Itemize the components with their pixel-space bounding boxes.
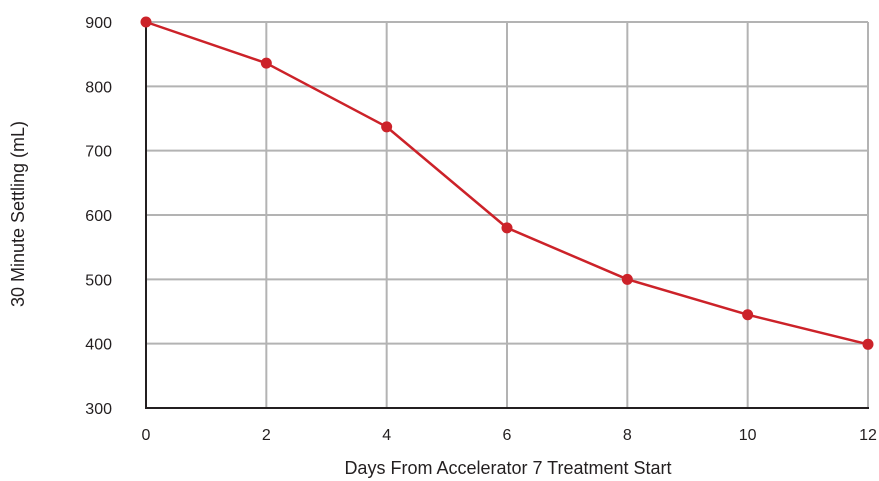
- x-tick-label: 4: [382, 427, 391, 444]
- y-tick-label: 900: [85, 15, 112, 32]
- grid: [145, 21, 869, 409]
- series: [140, 16, 874, 350]
- data-point: [140, 16, 152, 28]
- data-point: [742, 309, 754, 321]
- x-tick-label: 8: [623, 427, 632, 444]
- data-point: [862, 338, 874, 350]
- x-tick-label: 2: [262, 427, 271, 444]
- data-point: [381, 121, 393, 133]
- y-tick-label: 300: [85, 401, 112, 418]
- y-tick-label: 700: [85, 144, 112, 161]
- y-tick-label: 800: [85, 79, 112, 96]
- y-axis-title: 30 Minute Settling (mL): [8, 121, 28, 307]
- y-tick-labels: 300 400 500 600 700 800 900: [85, 15, 112, 418]
- x-axis-title: Days From Accelerator 7 Treatment Start: [344, 458, 671, 478]
- y-tick-label: 400: [85, 337, 112, 354]
- x-tick-label: 0: [142, 427, 151, 444]
- axes: [145, 22, 869, 409]
- data-point: [260, 57, 272, 69]
- x-tick-label: 12: [859, 427, 877, 444]
- y-tick-label: 500: [85, 272, 112, 289]
- x-tick-label: 10: [739, 427, 757, 444]
- data-point: [621, 273, 633, 285]
- x-tick-label: 6: [503, 427, 512, 444]
- y-tick-label: 600: [85, 208, 112, 225]
- data-point: [501, 222, 513, 234]
- x-tick-labels: 0 2 4 6 8 10 12: [142, 427, 877, 444]
